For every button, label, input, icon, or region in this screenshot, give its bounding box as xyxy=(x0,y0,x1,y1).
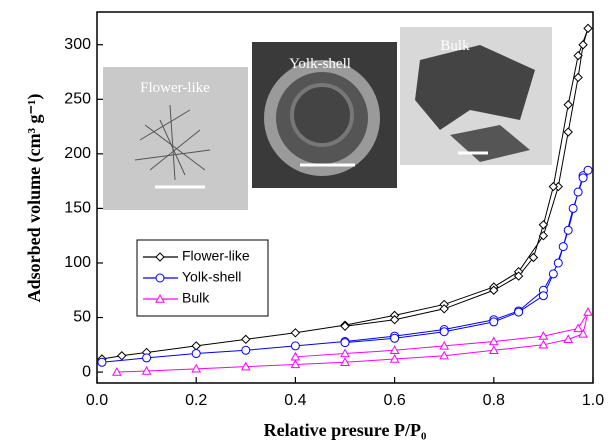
inset-label: Flower-like xyxy=(140,80,210,96)
marker xyxy=(192,350,200,358)
x-tick-label: 0.0 xyxy=(86,392,108,409)
marker xyxy=(584,166,592,174)
marker xyxy=(564,101,572,109)
marker xyxy=(391,334,399,342)
marker xyxy=(559,243,567,251)
x-tick-label: 0.2 xyxy=(185,392,207,409)
marker xyxy=(574,73,582,81)
marker xyxy=(584,308,592,315)
marker xyxy=(549,270,557,278)
legend-label: Yolk-shell xyxy=(182,269,241,285)
marker xyxy=(574,188,582,196)
marker xyxy=(440,328,448,336)
marker xyxy=(574,324,582,331)
inset-bulk: Bulk xyxy=(400,27,552,165)
y-tick-label: 250 xyxy=(64,91,91,108)
marker xyxy=(341,339,349,347)
marker xyxy=(242,346,250,354)
marker xyxy=(564,128,572,136)
marker xyxy=(539,292,547,300)
legend: Flower-like Yolk-shell Bulk xyxy=(137,240,268,316)
marker xyxy=(549,183,557,191)
marker xyxy=(192,342,200,350)
marker xyxy=(291,329,299,337)
marker xyxy=(564,226,572,234)
y-axis-label: Adsorbed volume (cm³ g⁻¹) xyxy=(24,94,45,303)
y-tick-label: 200 xyxy=(64,145,91,162)
chart: Flower-like Yolk-shell Bulk Flower-like Y… xyxy=(0,0,611,443)
marker xyxy=(156,274,164,282)
marker xyxy=(118,352,126,360)
x-tick-label: 0.6 xyxy=(383,392,405,409)
inset-yolk: Yolk-shell xyxy=(252,42,397,188)
marker xyxy=(490,318,498,326)
inset-label: Bulk xyxy=(440,38,470,54)
x-tick-label: 0.4 xyxy=(284,392,306,409)
inset-label: Yolk-shell xyxy=(289,56,351,72)
legend-label: Flower-like xyxy=(182,248,250,264)
marker xyxy=(584,24,592,32)
marker xyxy=(564,335,572,342)
marker xyxy=(98,358,106,366)
x-tick-label: 1.0 xyxy=(582,392,604,409)
marker xyxy=(143,354,151,362)
y-tick-label: 50 xyxy=(73,309,91,326)
legend-label: Bulk xyxy=(182,290,210,306)
marker xyxy=(579,174,587,182)
y-tick-label: 100 xyxy=(64,254,91,271)
marker xyxy=(242,335,250,343)
y-tick-label: 0 xyxy=(82,363,91,380)
inset-flower: Flower-like xyxy=(103,67,248,210)
marker xyxy=(579,41,587,49)
x-axis-label: Relative presure P/P₀ xyxy=(264,420,427,440)
marker xyxy=(515,308,523,316)
marker xyxy=(291,342,299,350)
x-tick-label: 0.8 xyxy=(483,392,505,409)
y-tick-label: 150 xyxy=(64,200,91,217)
marker xyxy=(554,259,562,267)
y-tick-label: 300 xyxy=(64,36,91,53)
marker xyxy=(569,204,577,212)
